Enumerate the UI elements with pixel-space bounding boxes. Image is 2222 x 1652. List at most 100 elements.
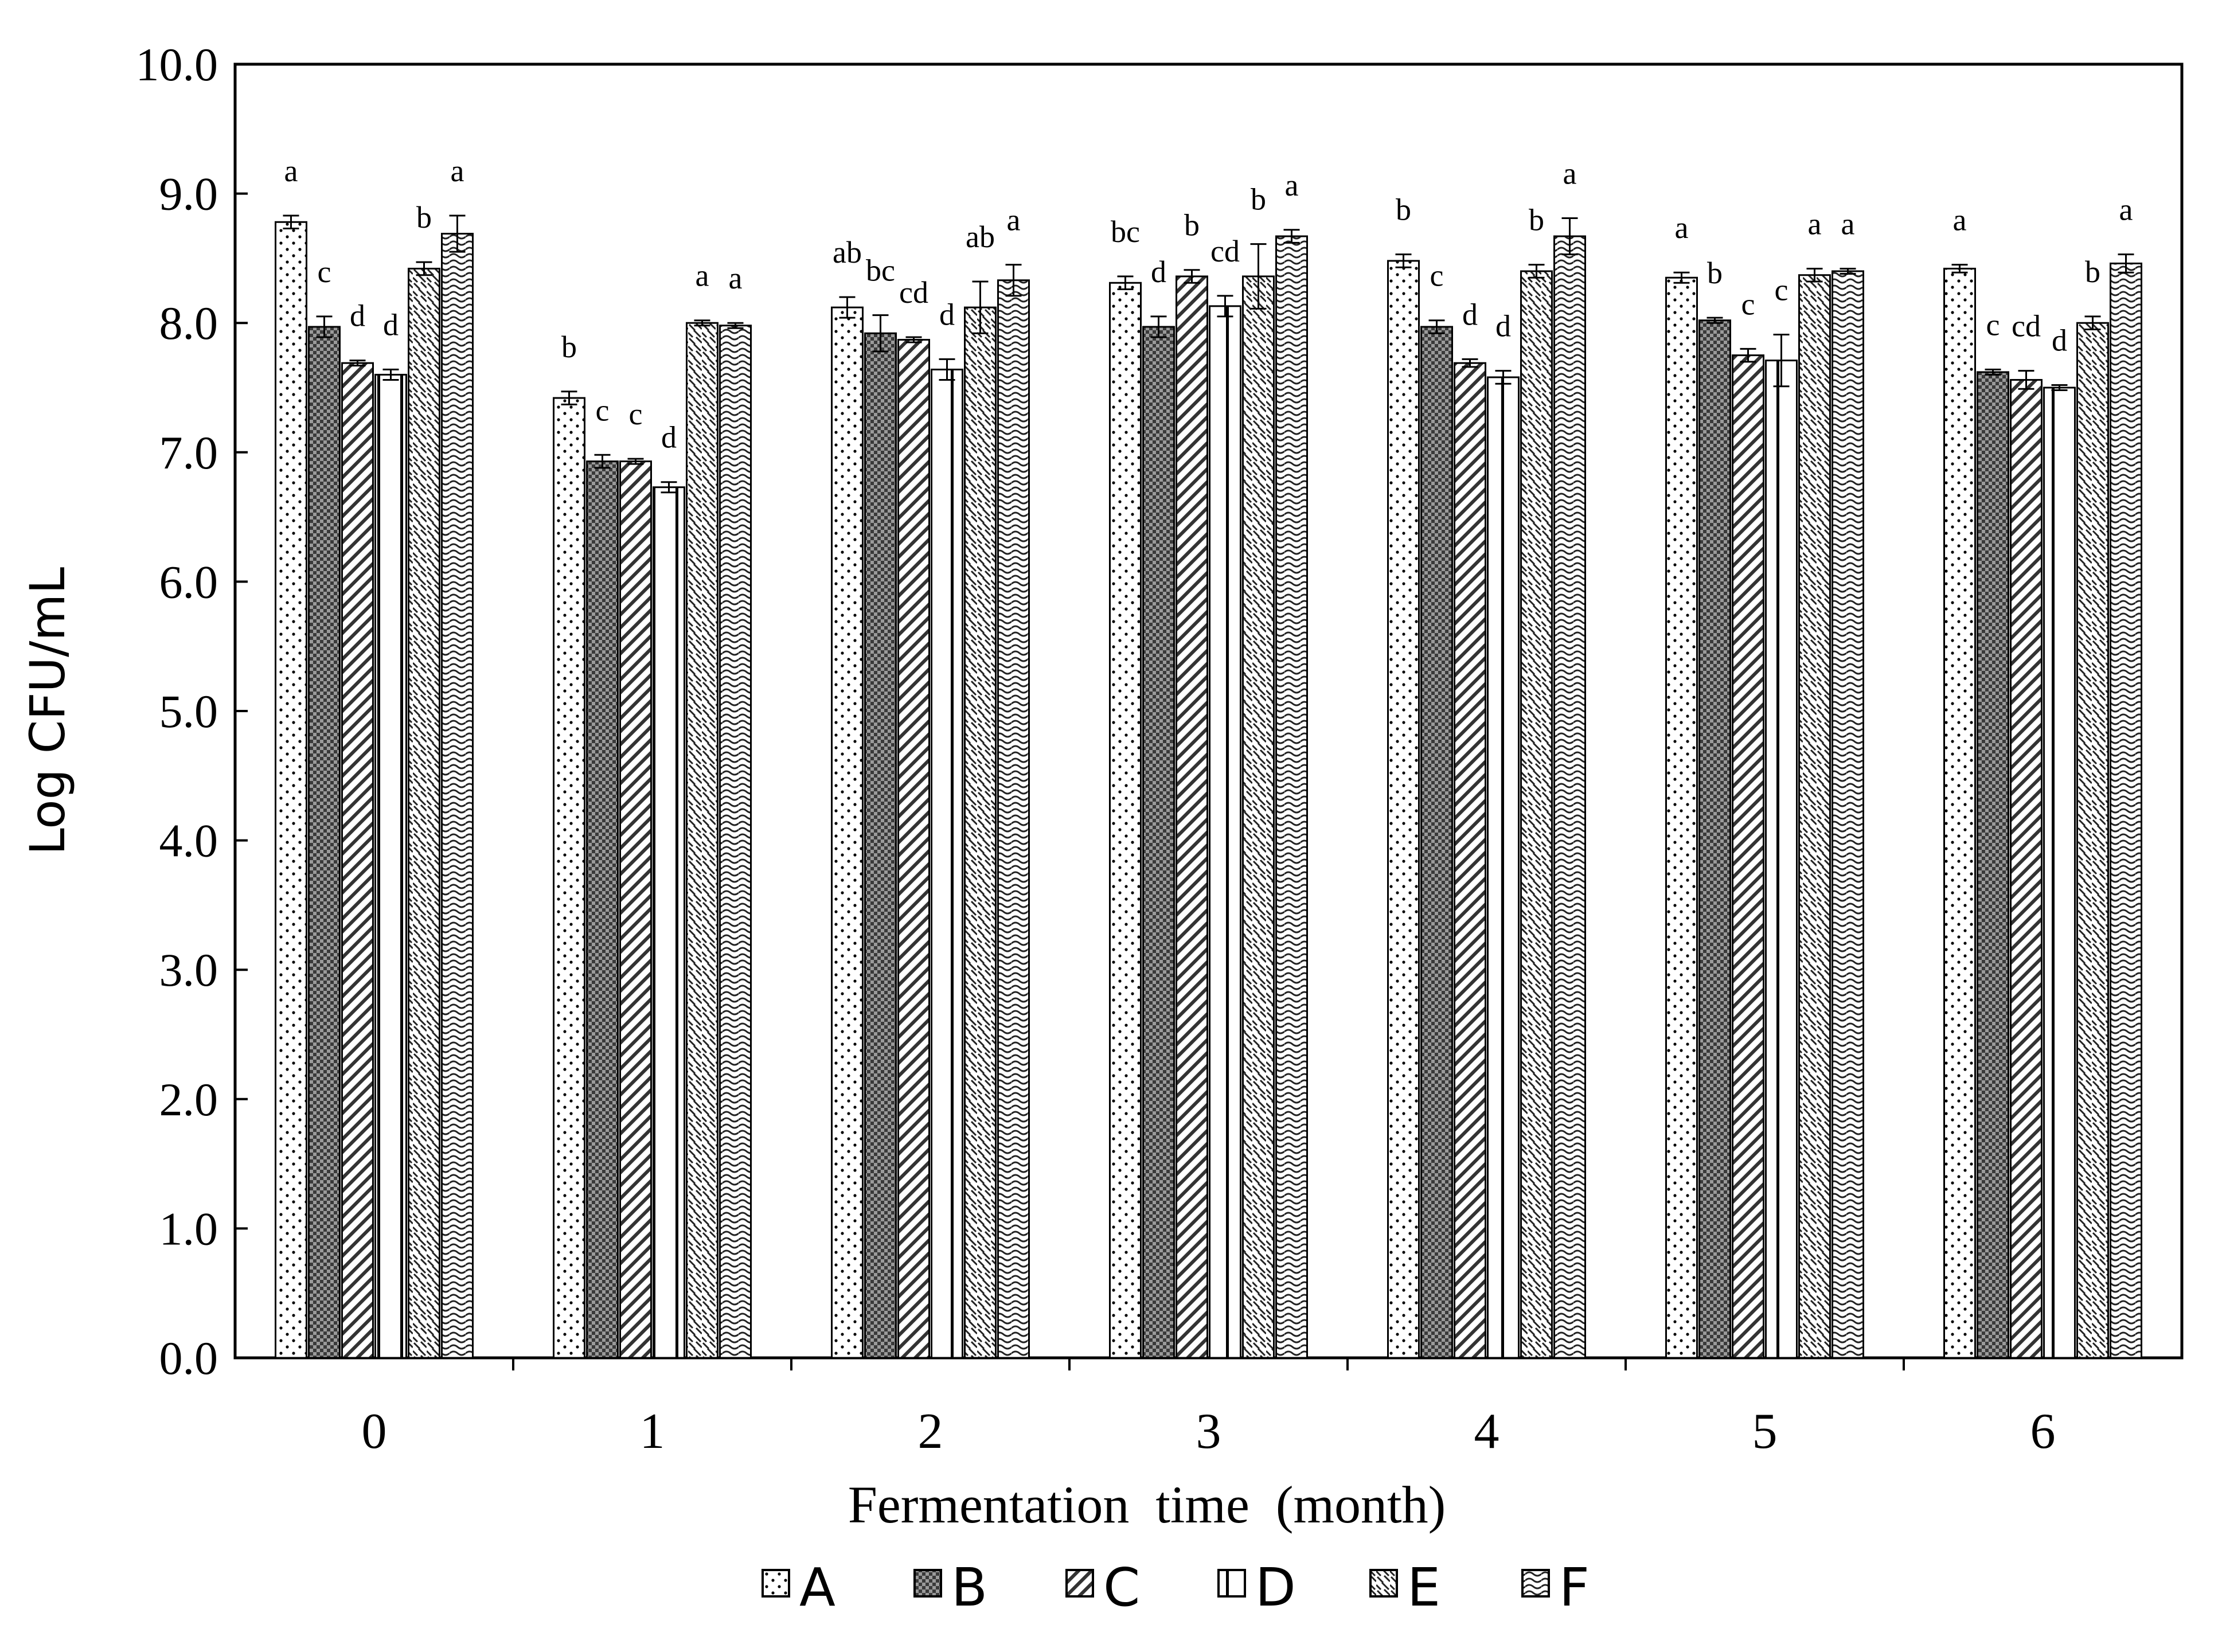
significance-letter: cd (899, 275, 928, 310)
legend-label-D: D (1255, 1557, 1296, 1618)
legend-swatch-A (762, 1569, 790, 1598)
bar-F-5 (1832, 270, 1864, 1359)
significance-letter: c (1741, 287, 1755, 321)
significance-letter: d (383, 307, 399, 342)
bar-C-1 (619, 460, 652, 1359)
bar-B-3 (1142, 326, 1175, 1359)
significance-letter: a (1808, 206, 1822, 241)
bar-D-1 (653, 486, 685, 1359)
bar-E-2 (964, 306, 997, 1359)
significance-letter: b (1396, 193, 1411, 227)
bar-D-3 (1209, 305, 1241, 1359)
y-axis: 0.0 1.0 2.0 3.0 4.0 5.0 6.0 7.0 8.0 9.0 10.0 (136, 38, 248, 1384)
significance-letter: cd (1210, 234, 1240, 268)
significance-letter: d (2052, 323, 2067, 357)
y-tick-label: 3.0 (159, 944, 218, 996)
significance-letter: a (2119, 193, 2133, 227)
bar-C-2 (897, 339, 930, 1359)
significance-letter: a (1953, 203, 1967, 237)
bar-F-3 (1275, 235, 1308, 1359)
bar-B-6 (1977, 371, 2009, 1359)
bar-E-4 (1520, 270, 1553, 1359)
significance-letter: a (1841, 206, 1855, 241)
significance-letter: d (1151, 255, 1166, 289)
bar-E-1 (686, 322, 718, 1359)
y-tick-label: 2.0 (159, 1073, 218, 1126)
legend-swatch-B (913, 1569, 942, 1598)
y-tick-label: 8.0 (159, 297, 218, 349)
significance-letter: a (729, 261, 743, 295)
bar-E-5 (1798, 274, 1831, 1359)
bar-C-5 (1732, 354, 1764, 1359)
y-axis-label: Log CFU/mL (19, 567, 76, 855)
legend-swatch-C (1065, 1569, 1094, 1598)
bar-B-0 (308, 326, 341, 1359)
significance-letter: ab (966, 220, 995, 254)
bar-F-1 (719, 325, 752, 1359)
bar-D-2 (931, 368, 963, 1359)
legend-label-C: C (1103, 1557, 1140, 1618)
significance-letter: b (1184, 208, 1200, 243)
x-axis: 0 1 2 3 4 5 6 (362, 1358, 2056, 1459)
significance-letter: b (561, 330, 577, 364)
bar-A-1 (553, 397, 585, 1359)
bar-D-6 (2043, 386, 2076, 1359)
significance-letter: d (661, 420, 677, 455)
bar-E-3 (1242, 275, 1275, 1359)
significance-letter: cd (2012, 309, 2041, 343)
bar-A-5 (1665, 276, 1698, 1359)
bar-E-6 (2076, 322, 2109, 1359)
x-tick-label: 0 (362, 1404, 387, 1459)
significance-letter: ab (833, 235, 862, 270)
y-tick-label: 6.0 (159, 556, 218, 608)
bar-B-5 (1698, 319, 1731, 1359)
significance-letter: a (1285, 168, 1299, 202)
legend-label-E: E (1407, 1557, 1440, 1618)
bar-F-4 (1553, 235, 1586, 1359)
y-tick-label: 0.0 (159, 1332, 218, 1384)
bar-D-5 (1765, 360, 1798, 1359)
significance-letter: c (1775, 273, 1788, 307)
bar-C-3 (1176, 275, 1208, 1359)
bar-D-0 (374, 373, 407, 1359)
significance-letter: b (1251, 182, 1266, 217)
x-tick-label: 3 (1196, 1404, 1221, 1459)
significance-letter: c (596, 393, 610, 427)
x-tick-label: 4 (1474, 1404, 1499, 1459)
significance-letter: bc (1111, 214, 1140, 249)
significance-letter: b (1707, 256, 1723, 290)
significance-letter: c (629, 397, 643, 431)
significance-letter: a (451, 154, 464, 188)
x-tick-label: 5 (1752, 1404, 1778, 1459)
significance-letter: b (1529, 203, 1544, 237)
x-tick-label: 2 (918, 1404, 943, 1459)
bar-F-0 (441, 233, 474, 1359)
x-tick-label: 1 (640, 1404, 665, 1459)
bar-A-4 (1387, 260, 1420, 1359)
plot-frame (233, 63, 2184, 1360)
bar-F-6 (2110, 262, 2142, 1359)
significance-letter: a (1675, 210, 1689, 245)
significance-letter: d (939, 297, 955, 331)
significance-letter: a (1563, 156, 1577, 190)
significance-letter: b (2085, 255, 2100, 289)
bar-A-3 (1109, 282, 1142, 1359)
x-tick-label: 6 (2030, 1404, 2056, 1459)
significance-letter: c (1430, 259, 1444, 293)
bar-D-4 (1487, 376, 1520, 1359)
x-axis-label: Fermentation time (month) (848, 1475, 1446, 1534)
legend-swatch-D (1217, 1569, 1246, 1598)
bar-B-2 (864, 332, 897, 1359)
bar-A-6 (1943, 267, 1976, 1359)
bar-B-4 (1420, 326, 1453, 1359)
legend-swatch-F (1521, 1569, 1550, 1598)
y-tick-label: 7.0 (159, 427, 218, 479)
y-tick-label: 9.0 (159, 168, 218, 220)
y-tick-label: 4.0 (159, 815, 218, 867)
y-tick-label: 5.0 (159, 685, 218, 737)
significance-letter: d (350, 299, 365, 333)
legend-label-F: F (1559, 1557, 1590, 1618)
